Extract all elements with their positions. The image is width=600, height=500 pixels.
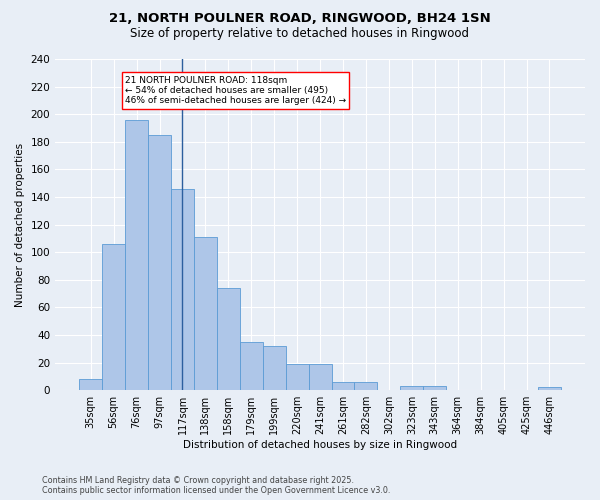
Bar [148, 135, 171, 390]
Bar [286, 364, 308, 390]
Bar [102, 244, 125, 390]
X-axis label: Distribution of detached houses by size in Ringwood: Distribution of detached houses by size … [183, 440, 457, 450]
Bar [240, 342, 263, 390]
Bar [400, 386, 423, 390]
Text: Contains HM Land Registry data © Crown copyright and database right 2025.
Contai: Contains HM Land Registry data © Crown c… [42, 476, 391, 495]
Bar [171, 188, 194, 390]
Text: 21, NORTH POULNER ROAD, RINGWOOD, BH24 1SN: 21, NORTH POULNER ROAD, RINGWOOD, BH24 1… [109, 12, 491, 26]
Bar [194, 237, 217, 390]
Bar [79, 379, 102, 390]
Bar [217, 288, 240, 390]
Bar [538, 388, 561, 390]
Text: 21 NORTH POULNER ROAD: 118sqm
← 54% of detached houses are smaller (495)
46% of : 21 NORTH POULNER ROAD: 118sqm ← 54% of d… [125, 76, 346, 106]
Bar [308, 364, 332, 390]
Y-axis label: Number of detached properties: Number of detached properties [15, 142, 25, 306]
Bar [332, 382, 355, 390]
Bar [263, 346, 286, 390]
Bar [125, 120, 148, 390]
Bar [355, 382, 377, 390]
Bar [423, 386, 446, 390]
Text: Size of property relative to detached houses in Ringwood: Size of property relative to detached ho… [131, 28, 470, 40]
